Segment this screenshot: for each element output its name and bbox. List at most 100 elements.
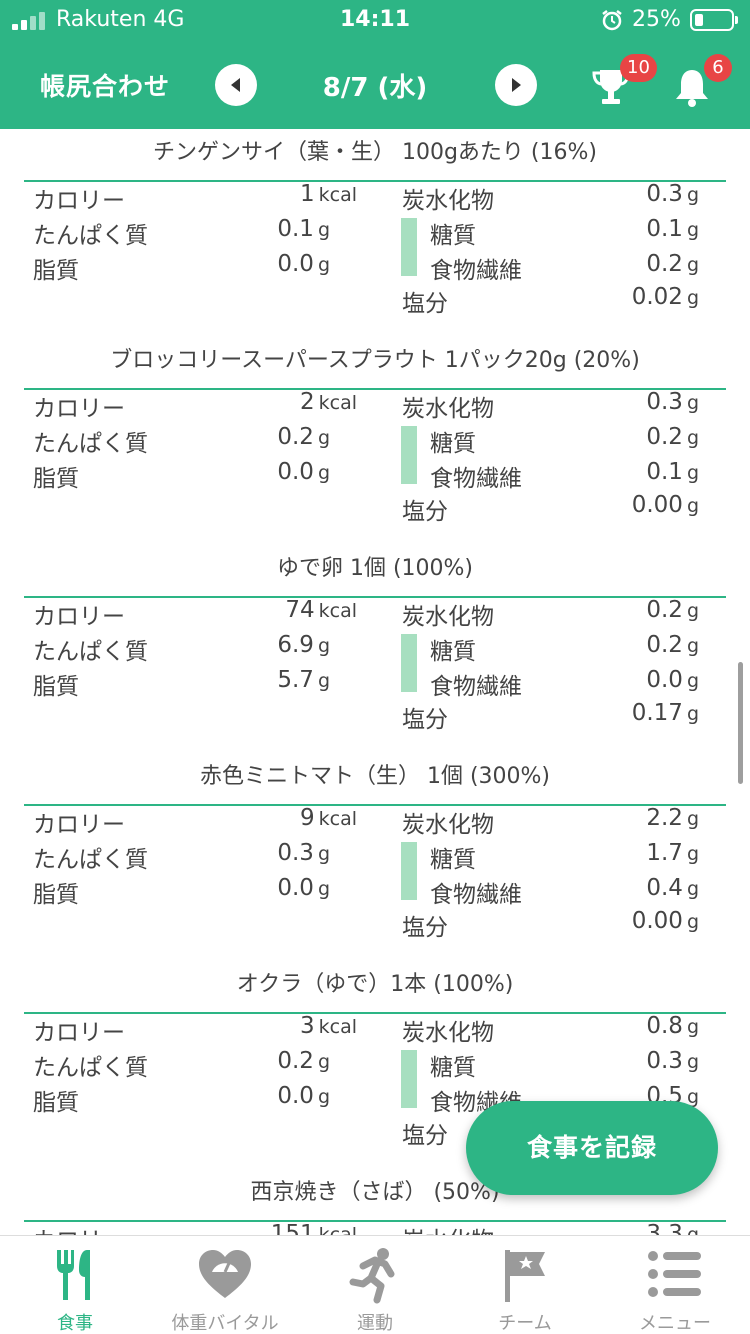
- battery-icon: [690, 9, 738, 31]
- sugar-value: 0.2 g: [646, 424, 699, 450]
- protein-label: たんぱく質: [33, 223, 148, 249]
- sub-nutrient-bar: [401, 842, 417, 900]
- protein-value: 0.2 g: [277, 1048, 330, 1074]
- fat-value: 0.0 g: [277, 875, 330, 901]
- food-title: チンゲンサイ（葉・生） 100gあたり (16%): [152, 140, 597, 165]
- sub-nutrient-bar: [401, 1050, 417, 1108]
- food-item[interactable]: チンゲンサイ（葉・生） 100gあたり (16%) カロリー 1 kcal たんぱ…: [0, 129, 750, 337]
- trophy-icon[interactable]: [590, 66, 632, 108]
- calories-value: 74 kcal: [285, 597, 357, 623]
- app-header: 帳尻合わせ 8/7 (水) 10 6: [0, 40, 750, 129]
- next-arrow-icon: [512, 78, 521, 92]
- food-title: オクラ（ゆで）1本 (100%): [236, 972, 514, 997]
- bell-badge: 6: [704, 54, 732, 82]
- tab-team[interactable]: チーム: [450, 1236, 600, 1334]
- divider: [24, 388, 726, 390]
- alarm-icon: [602, 10, 622, 31]
- fiber-value: 0.2 g: [646, 251, 699, 277]
- calories-value: 1 kcal: [299, 181, 357, 207]
- food-item[interactable]: 赤色ミニトマト（生） 1個 (300%) カロリー 9 kcal たんぱく質 0.…: [0, 753, 750, 961]
- food-title: ゆで卵 1個 (100%): [276, 556, 474, 581]
- running-icon: [349, 1248, 395, 1304]
- fat-value: 0.0 g: [277, 251, 330, 277]
- calories-label: カロリー: [33, 1221, 125, 1235]
- tab-meal[interactable]: 食事: [0, 1236, 150, 1334]
- tab-menu[interactable]: メニュー: [600, 1236, 750, 1334]
- fat-label: 脂質: [33, 258, 79, 284]
- fiber-label: 食物繊維: [430, 882, 522, 908]
- calories-label: カロリー: [33, 1020, 125, 1046]
- carbs-value: 3.3 g: [646, 1221, 699, 1235]
- tab-weight-vital[interactable]: 体重バイタル: [150, 1236, 300, 1334]
- carbs-label: 炭水化物: [402, 1020, 494, 1046]
- fat-label: 脂質: [33, 1090, 79, 1116]
- record-meal-button[interactable]: 食事を記録: [466, 1101, 718, 1195]
- food-item[interactable]: ブロッコリースーパースプラウト 1パック20g (20%) カロリー 2 kcal…: [0, 337, 750, 545]
- salt-value: 0.00 g: [631, 908, 699, 934]
- protein-value: 0.1 g: [277, 216, 330, 242]
- calories-label: カロリー: [33, 812, 125, 838]
- fiber-value: 0.1 g: [646, 459, 699, 485]
- salt-label: 塩分: [402, 707, 448, 733]
- sub-nutrient-bar: [401, 426, 417, 484]
- protein-value: 6.9 g: [277, 632, 330, 658]
- carrier-label: Rakuten 4G: [56, 7, 185, 32]
- sugar-value: 0.1 g: [646, 216, 699, 242]
- fiber-label: 食物繊維: [430, 674, 522, 700]
- protein-label: たんぱく質: [33, 847, 148, 873]
- clock: 14:11: [339, 7, 411, 32]
- scrollbar[interactable]: [738, 662, 743, 784]
- heart-scale-icon: [199, 1250, 251, 1298]
- calories-value: 3 kcal: [299, 1013, 357, 1039]
- carbs-label: 炭水化物: [402, 812, 494, 838]
- food-title: ブロッコリースーパースプラウト 1パック20g (20%): [110, 348, 640, 373]
- bell-icon[interactable]: [672, 66, 712, 108]
- food-list[interactable]: チンゲンサイ（葉・生） 100gあたり (16%) カロリー 1 kcal たんぱ…: [0, 129, 750, 1235]
- current-date[interactable]: 8/7 (水): [322, 73, 428, 103]
- food-item[interactable]: ゆで卵 1個 (100%) カロリー 74 kcal たんぱく質 6.9 g 脂質 …: [0, 545, 750, 753]
- sugar-label: 糖質: [430, 1055, 476, 1081]
- next-date-button[interactable]: [495, 64, 537, 106]
- salt-value: 0.02 g: [631, 284, 699, 310]
- fiber-label: 食物繊維: [430, 258, 522, 284]
- carbs-label: 炭水化物: [402, 1221, 494, 1235]
- fiber-label: 食物繊維: [430, 466, 522, 492]
- fat-label: 脂質: [33, 466, 79, 492]
- sugar-label: 糖質: [430, 223, 476, 249]
- divider: [24, 1220, 726, 1222]
- food-item[interactable]: オクラ（ゆで）1本 (100%) カロリー 3 kcal たんぱく質 0.2 g 脂…: [0, 961, 750, 1169]
- calories-value: 151 kcal: [270, 1221, 357, 1235]
- fat-label: 脂質: [33, 674, 79, 700]
- status-bar: Rakuten 4G 14:11 25%: [0, 0, 750, 40]
- calories-value: 9 kcal: [299, 805, 357, 831]
- fiber-value: 0.4 g: [646, 875, 699, 901]
- protein-value: 0.2 g: [277, 424, 330, 450]
- tab-label: メニュー: [639, 1313, 711, 1334]
- carbs-value: 0.2 g: [646, 597, 699, 623]
- salt-value: 0.00 g: [631, 492, 699, 518]
- protein-value: 0.3 g: [277, 840, 330, 866]
- sub-nutrient-bar: [401, 218, 417, 276]
- carbs-label: 炭水化物: [402, 188, 494, 214]
- sugar-label: 糖質: [430, 431, 476, 457]
- sugar-value: 1.7 g: [646, 840, 699, 866]
- calories-label: カロリー: [33, 604, 125, 630]
- salt-value: 0.17 g: [631, 700, 699, 726]
- divider: [24, 180, 726, 182]
- prev-date-button[interactable]: [215, 64, 257, 106]
- fat-label: 脂質: [33, 882, 79, 908]
- prev-arrow-icon: [231, 78, 240, 92]
- fiber-value: 0.0 g: [646, 667, 699, 693]
- carbs-value: 2.2 g: [646, 805, 699, 831]
- protein-label: たんぱく質: [33, 431, 148, 457]
- divider: [24, 804, 726, 806]
- sugar-label: 糖質: [430, 847, 476, 873]
- carbs-label: 炭水化物: [402, 396, 494, 422]
- flag-icon: [505, 1250, 545, 1302]
- carbs-value: 0.8 g: [646, 1013, 699, 1039]
- tab-exercise[interactable]: 運動: [300, 1236, 450, 1334]
- tab-label: 運動: [357, 1313, 393, 1334]
- salt-label: 塩分: [402, 499, 448, 525]
- calories-label: カロリー: [33, 188, 125, 214]
